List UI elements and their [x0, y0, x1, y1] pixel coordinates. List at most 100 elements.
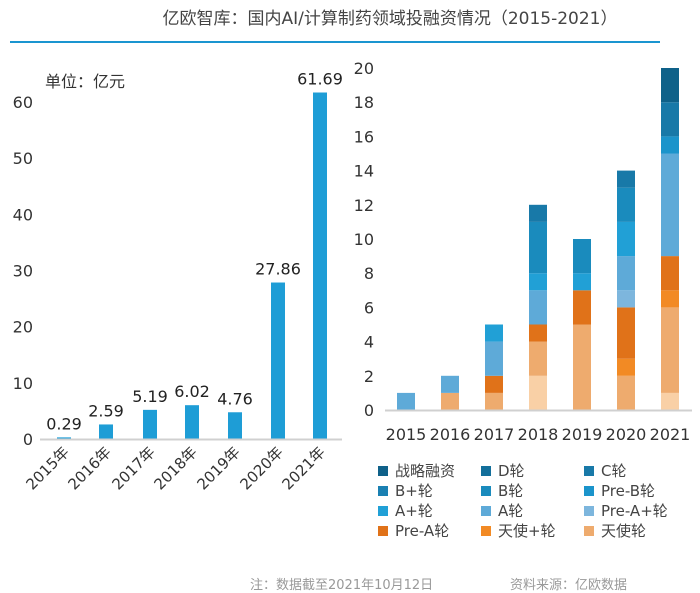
right-bar-segment-2020-A+轮 — [617, 221, 635, 257]
right-bar-segment-2018-A轮 — [529, 290, 547, 325]
right-bar-segment-2020-C轮 — [617, 170, 635, 188]
right-bar-segment-2021-unlabeled — [661, 392, 679, 410]
legend-item: D轮 — [481, 460, 525, 481]
title-divider — [10, 41, 660, 43]
legend-swatch — [481, 465, 491, 476]
right-y-tick-label: 12 — [354, 196, 374, 215]
left-x-tick-label: 2020年 — [236, 443, 286, 493]
left-y-tick-label: 10 — [13, 374, 33, 393]
legend-swatch — [584, 505, 594, 516]
legend-item: Pre-A+轮 — [584, 500, 668, 521]
legend-item: 战略融资 — [378, 460, 455, 481]
right-bar-segment-2019-Pre-A轮 — [573, 290, 591, 325]
left-data-label: 0.29 — [46, 414, 82, 433]
legend-label: B+轮 — [395, 482, 433, 500]
right-x-tick-label: 2021 — [650, 425, 691, 444]
legend-item: 天使轮 — [584, 520, 646, 541]
right-bar-segment-2020-Pre-A+轮 — [617, 290, 635, 308]
left-data-label: 61.69 — [297, 70, 343, 89]
right-x-tick-label: 2017 — [474, 425, 515, 444]
left-y-tick-label: 20 — [13, 318, 33, 337]
right-x-tick-label: 2018 — [518, 425, 559, 444]
left-x-tick-label: 2017年 — [108, 443, 158, 493]
left-x-tick-label: 2021年 — [278, 443, 328, 493]
legend-label: 天使+轮 — [498, 522, 556, 540]
right-bar-segment-2018-Pre-A轮 — [529, 324, 547, 342]
left-data-label: 6.02 — [174, 382, 210, 401]
left-bar-2018年 — [185, 405, 199, 439]
unit-label: 单位：亿元 — [45, 72, 126, 91]
right-x-tick-label: 2016 — [430, 425, 471, 444]
right-bar-segment-2017-Pre-A轮 — [485, 375, 503, 393]
left-y-tick-label: 40 — [13, 205, 33, 224]
legend-swatch — [481, 505, 491, 516]
right-bar-segment-2020-A轮 — [617, 256, 635, 291]
left-data-label: 4.76 — [217, 389, 253, 408]
right-bar-segment-2016-A轮 — [441, 375, 459, 393]
legend-label: Pre-A+轮 — [601, 502, 668, 520]
right-bar-segment-2020-B轮 — [617, 187, 635, 222]
legend-label: Pre-A轮 — [395, 522, 450, 540]
legend-label: C轮 — [601, 462, 627, 480]
right-y-tick-label: 10 — [354, 230, 374, 249]
left-data-label: 2.59 — [88, 401, 124, 420]
right-bar-segment-2020-天使轮 — [617, 375, 635, 410]
left-x-tick-label: 2019年 — [193, 443, 243, 493]
left-bar-2020年 — [271, 282, 285, 439]
legend-swatch — [584, 525, 594, 536]
right-bar-segment-2019-A+轮 — [573, 273, 591, 291]
legend-label: A+轮 — [395, 502, 433, 520]
left-bar-2021年 — [313, 92, 327, 439]
legend-swatch — [584, 465, 594, 476]
right-y-tick-label: 4 — [364, 333, 374, 352]
right-bar-segment-2018-天使轮 — [529, 341, 547, 376]
right-bar-segment-2017-A轮 — [485, 341, 503, 376]
legend-item: 天使+轮 — [481, 520, 556, 541]
right-bar-segment-2019-天使轮 — [573, 324, 591, 410]
left-y-tick-label: 60 — [13, 93, 33, 112]
legend-swatch — [481, 525, 491, 536]
left-data-label: 27.86 — [255, 260, 301, 279]
right-y-tick-label: 18 — [354, 93, 374, 112]
right-bar-segment-2019-B轮 — [573, 239, 591, 274]
right-bar-segment-2015-A轮 — [397, 392, 415, 410]
legend-label: 战略融资 — [395, 462, 456, 480]
right-bar-segment-2021-C轮 — [661, 102, 679, 137]
left-data-label: 5.19 — [132, 387, 168, 406]
legend-item: Pre-A轮 — [378, 520, 449, 541]
right-bar-segment-2016-天使轮 — [441, 392, 459, 410]
right-bar-segment-2021-天使+轮 — [661, 290, 679, 308]
legend-swatch — [584, 485, 594, 496]
legend-swatch — [378, 485, 388, 496]
left-x-tick-label: 2015年 — [22, 443, 72, 493]
left-bar-2016年 — [99, 424, 113, 439]
right-bar-segment-2021-天使轮 — [661, 307, 679, 393]
right-y-tick-label: 20 — [354, 59, 374, 78]
legend-label: Pre-B轮 — [601, 482, 656, 500]
legend-label: A轮 — [498, 502, 524, 520]
legend-swatch — [378, 505, 388, 516]
right-y-tick-label: 2 — [364, 367, 374, 386]
right-bar-segment-2021-战略融资 — [661, 68, 679, 103]
right-bar-segment-2018-A+轮 — [529, 273, 547, 291]
left-bar-2017年 — [143, 409, 157, 439]
legend-item: A轮 — [481, 500, 523, 521]
legend-label: D轮 — [498, 462, 525, 480]
right-bar-segment-2020-Pre-A轮 — [617, 307, 635, 359]
legend-swatch — [378, 465, 388, 476]
right-bar-segment-2017-A+轮 — [485, 324, 503, 342]
right-bar-segment-2021-Pre-B轮 — [661, 136, 679, 154]
right-y-tick-label: 8 — [364, 264, 374, 283]
right-bar-segment-2020-天使+轮 — [617, 358, 635, 376]
footer-source: 资料来源：亿欧数据 — [510, 578, 628, 593]
right-y-tick-label: 14 — [354, 162, 374, 181]
left-y-tick-label: 0 — [23, 430, 33, 449]
left-bar-2019年 — [228, 412, 242, 439]
right-bar-segment-2021-A轮 — [661, 153, 679, 257]
right-y-tick-label: 16 — [354, 127, 374, 146]
right-bar-segment-2017-天使轮 — [485, 392, 503, 410]
legend-label: B轮 — [498, 482, 524, 500]
right-x-tick-label: 2019 — [562, 425, 603, 444]
left-y-tick-label: 50 — [13, 149, 33, 168]
